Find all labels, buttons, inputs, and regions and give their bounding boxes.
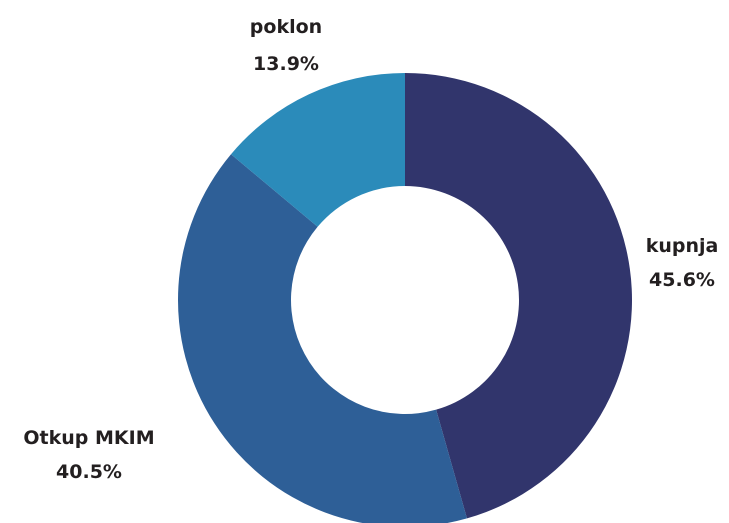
slice-value-otkup-mkim: 40.5% (56, 461, 122, 483)
slice-label-poklon: poklon (250, 16, 322, 38)
slice-value-poklon: 13.9% (253, 53, 319, 75)
slice-labels: kupnja 45.6% Otkup MKIM 40.5% poklon 13.… (23, 16, 718, 483)
donut-slices (178, 73, 633, 523)
slice-value-kupnja: 45.6% (649, 269, 715, 291)
donut-slice-poklon (231, 73, 405, 227)
donut-slice-kupnja (405, 73, 633, 519)
slice-label-kupnja: kupnja (646, 235, 719, 257)
slice-label-otkup-mkim: Otkup MKIM (23, 427, 154, 449)
donut-slice-otkup-mkim (178, 154, 467, 523)
